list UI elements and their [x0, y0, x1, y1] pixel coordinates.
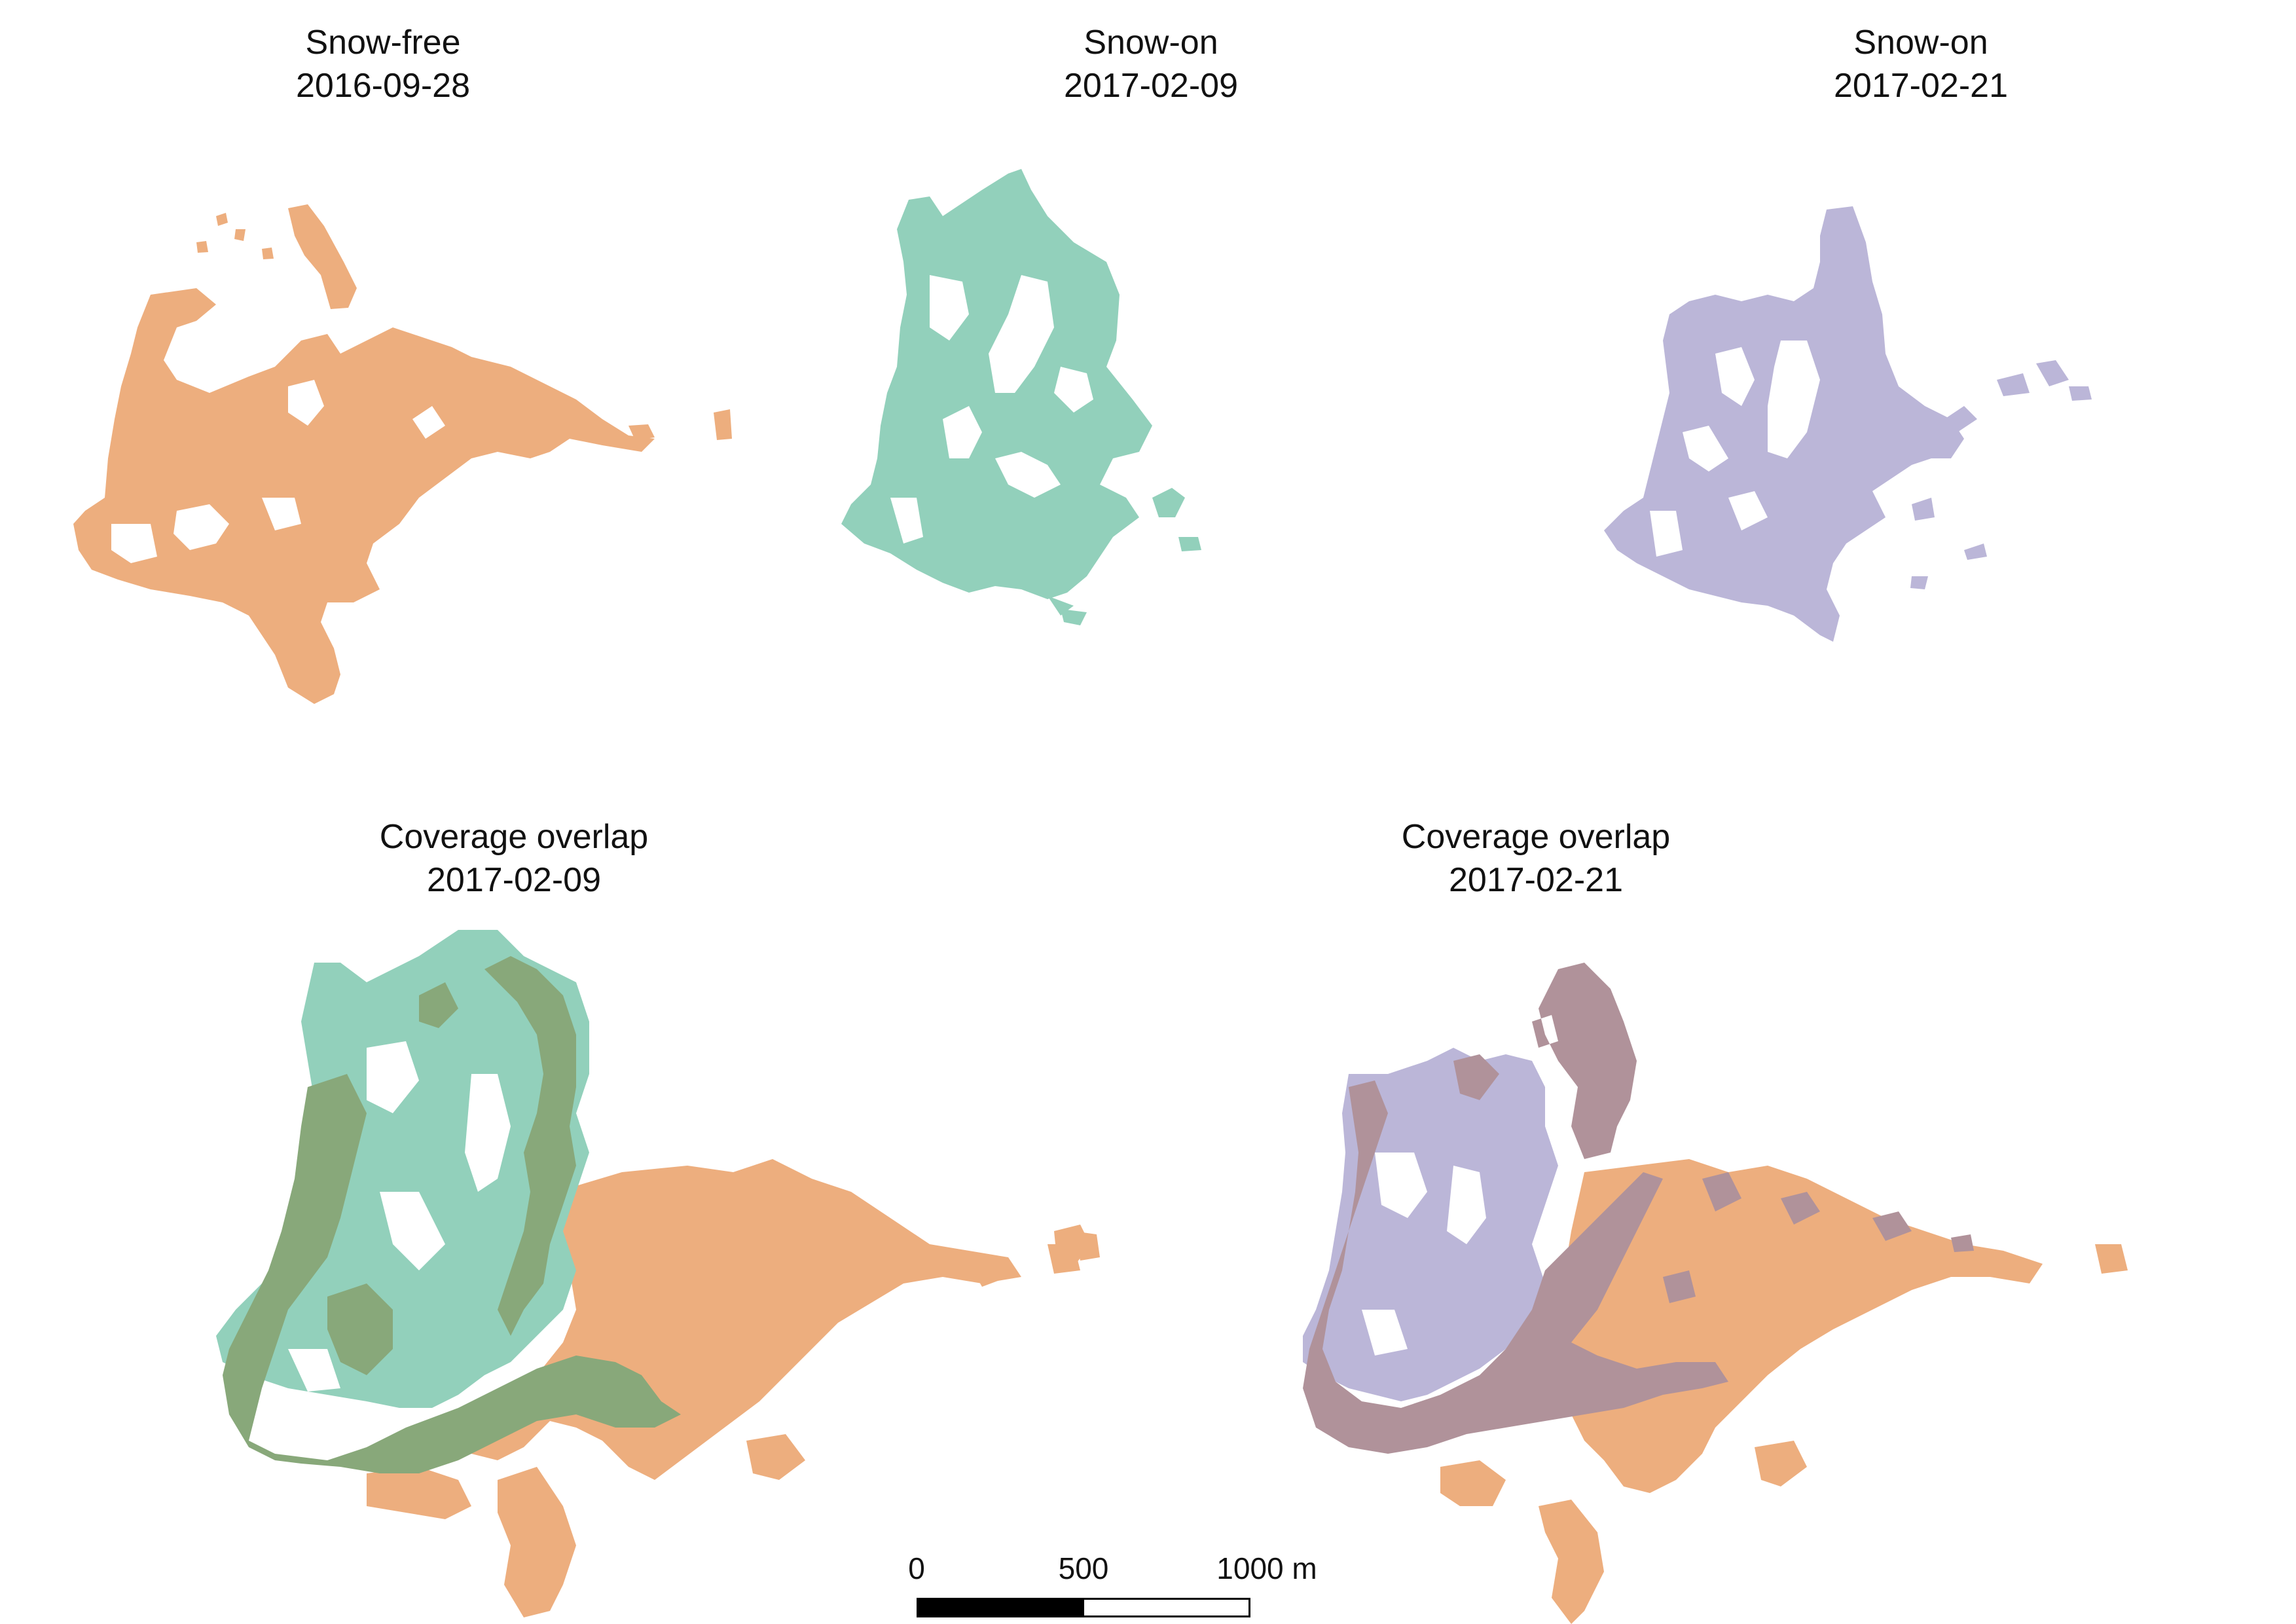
panel-title-overlap-0209: Coverage overlap 2017-02-09	[252, 815, 776, 902]
panel-title-text: Snow-on	[1084, 24, 1218, 62]
panel-title-text: Snow-on	[1853, 24, 1988, 62]
panel-date-text: 2017-02-09	[1064, 67, 1238, 105]
panel-title-snow-free: Snow-free 2016-09-28	[121, 21, 645, 107]
panel-title-text: Coverage overlap	[379, 818, 649, 856]
overlap-0209-coverage-map	[216, 930, 1100, 1617]
snow-on-0221-patches	[1910, 360, 2092, 589]
panel-title-text: Coverage overlap	[1401, 818, 1671, 856]
overlap-0209-both-area	[223, 956, 681, 1473]
overlap-0209-far-patches	[969, 1225, 1090, 1287]
panel-date-text: 2017-02-21	[1449, 861, 1623, 899]
panel-date-text: 2017-02-21	[1834, 67, 2008, 105]
snow-on-0209-coverage-map	[841, 169, 1201, 625]
panel-title-text: Snow-free	[305, 24, 461, 62]
panel-title-snow-on-0221: Snow-on 2017-02-21	[1659, 21, 2183, 107]
snow-free-area	[73, 204, 655, 704]
panel-date-text: 2016-09-28	[296, 67, 470, 105]
overlap-0209-snow-free-area	[367, 1159, 1100, 1617]
snow-on-0209-area	[841, 169, 1152, 599]
panel-date-text: 2017-02-09	[427, 861, 601, 899]
overlap-0221-coverage-map	[1303, 963, 2128, 1624]
overlap-0221-patches	[1663, 1172, 1974, 1303]
snow-on-0221-coverage-map	[1604, 206, 2092, 642]
snow-on-0209-patches	[1048, 488, 1201, 625]
overlap-0221-both-area	[1303, 963, 1728, 1454]
overlap-0209-snow-on-area	[216, 930, 589, 1408]
panel-title-snow-on-0209: Snow-on 2017-02-09	[889, 21, 1413, 107]
snow-free-coverage-map	[73, 204, 732, 704]
snow-on-0221-area	[1604, 206, 1964, 642]
panel-title-overlap-0221: Coverage overlap 2017-02-21	[1274, 815, 1798, 902]
